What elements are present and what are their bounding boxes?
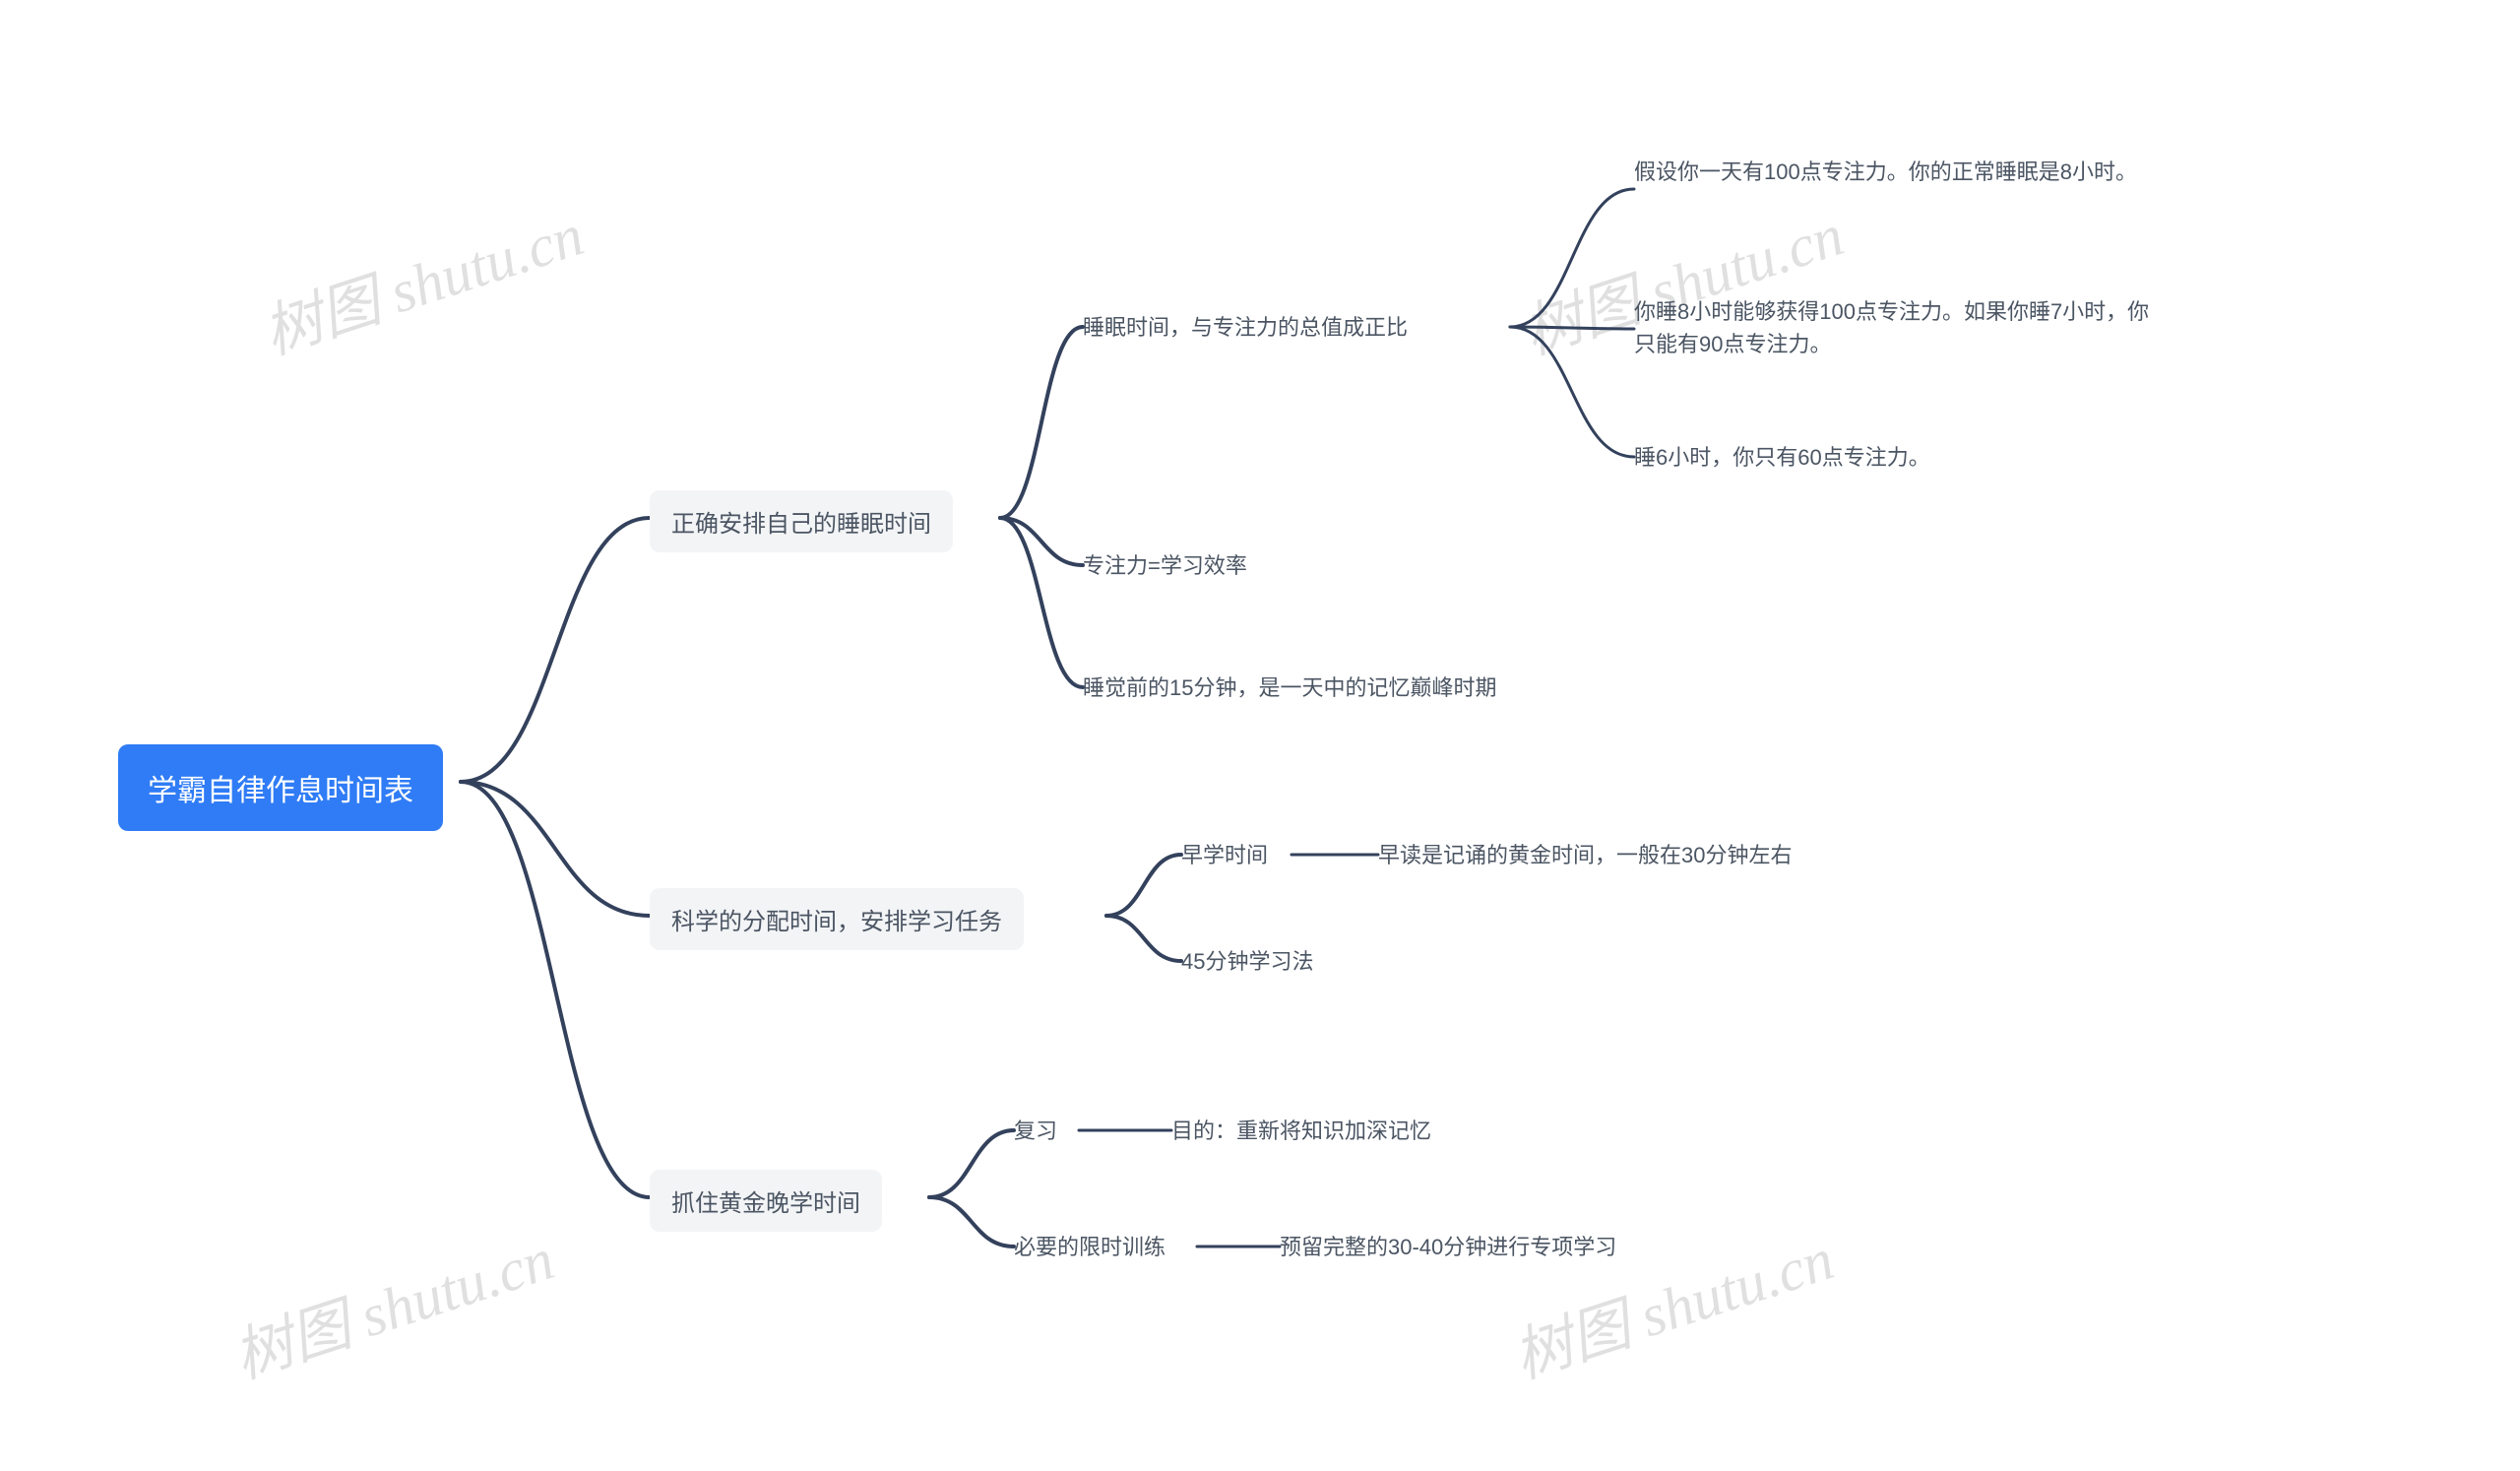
watermark: 树图 shutu.cn — [221, 1211, 563, 1395]
leaf-morning-study[interactable]: 早学时间 — [1181, 839, 1268, 871]
leaf-label: 你睡8小时能够获得100点专注力。如果你睡7小时，你只能有90点专注力。 — [1634, 295, 2166, 360]
leaf-6h-60-focus[interactable]: 睡6小时，你只有60点专注力。 — [1634, 441, 1930, 474]
leaf-label: 专注力=学习效率 — [1083, 549, 1247, 582]
branch-label: 正确安排自己的睡眠时间 — [671, 504, 931, 539]
leaf-label: 预留完整的30-40分钟进行专项学习 — [1280, 1231, 1616, 1263]
leaf-label: 目的：重新将知识加深记忆 — [1171, 1115, 1431, 1147]
leaf-review-purpose[interactable]: 目的：重新将知识加深记忆 — [1171, 1115, 1431, 1147]
leaf-label: 假设你一天有100点专注力。你的正常睡眠是8小时。 — [1634, 156, 2137, 188]
leaf-label: 睡眠时间，与专注力的总值成正比 — [1083, 311, 1408, 344]
root-label: 学霸自律作息时间表 — [148, 766, 413, 809]
leaf-45min-method[interactable]: 45分钟学习法 — [1181, 945, 1313, 978]
branch-time-allocation[interactable]: 科学的分配时间，安排学习任务 — [650, 888, 1024, 950]
branch-label: 科学的分配时间，安排学习任务 — [671, 902, 1002, 936]
leaf-pre-sleep-memory[interactable]: 睡觉前的15分钟，是一天中的记忆巅峰时期 — [1083, 672, 1496, 704]
connector-layer — [0, 0, 2520, 1471]
leaf-assume-100-focus[interactable]: 假设你一天有100点专注力。你的正常睡眠是8小时。 — [1634, 156, 2137, 188]
watermark: 树图 shutu.cn — [251, 187, 593, 371]
leaf-review[interactable]: 复习 — [1014, 1115, 1057, 1147]
branch-label: 抓住黄金晚学时间 — [671, 1183, 860, 1218]
leaf-reserve-30-40min[interactable]: 预留完整的30-40分钟进行专项学习 — [1280, 1231, 1616, 1263]
leaf-8h-vs-7h[interactable]: 你睡8小时能够获得100点专注力。如果你睡7小时，你只能有90点专注力。 — [1634, 295, 2166, 360]
leaf-label: 45分钟学习法 — [1181, 945, 1313, 978]
leaf-label: 早读是记诵的黄金时间，一般在30分钟左右 — [1378, 839, 1792, 871]
branch-sleep[interactable]: 正确安排自己的睡眠时间 — [650, 490, 953, 552]
leaf-morning-reading-golden[interactable]: 早读是记诵的黄金时间，一般在30分钟左右 — [1378, 839, 1792, 871]
leaf-label: 必要的限时训练 — [1014, 1231, 1166, 1263]
leaf-label: 睡6小时，你只有60点专注力。 — [1634, 441, 1930, 474]
leaf-label: 复习 — [1014, 1115, 1057, 1147]
root-node[interactable]: 学霸自律作息时间表 — [118, 744, 443, 831]
leaf-label: 睡觉前的15分钟，是一天中的记忆巅峰时期 — [1083, 672, 1496, 704]
leaf-sleep-focus-ratio[interactable]: 睡眠时间，与专注力的总值成正比 — [1083, 311, 1408, 344]
branch-evening-study[interactable]: 抓住黄金晚学时间 — [650, 1170, 882, 1232]
leaf-label: 早学时间 — [1181, 839, 1268, 871]
leaf-focus-equals-efficiency[interactable]: 专注力=学习效率 — [1083, 549, 1247, 582]
leaf-timed-training[interactable]: 必要的限时训练 — [1014, 1231, 1166, 1263]
